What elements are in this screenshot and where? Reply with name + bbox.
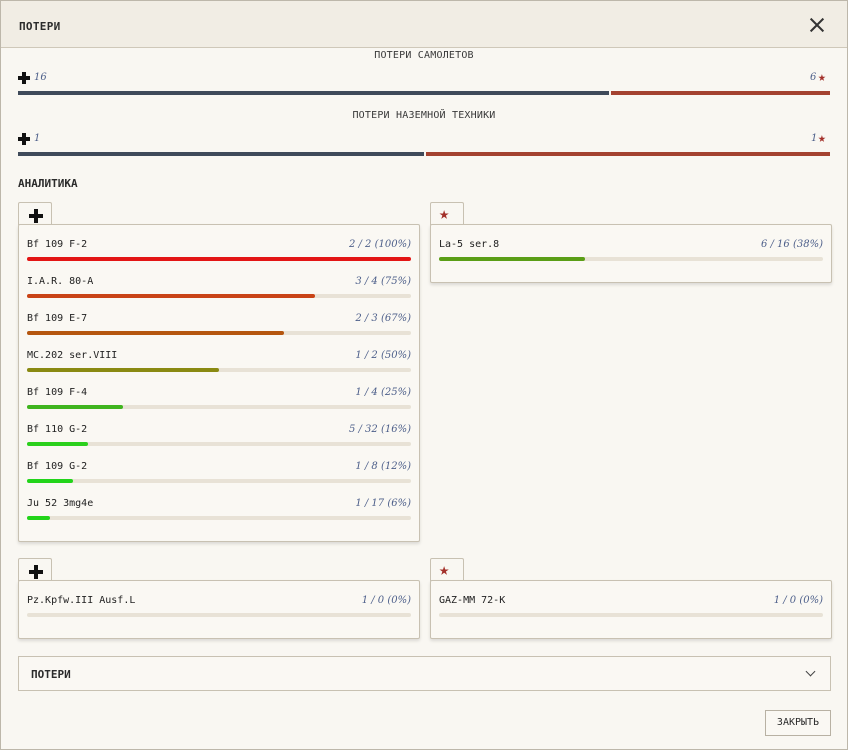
list-item: GAZ-MM 72-K 1 / 0 (0%) bbox=[439, 595, 823, 625]
accordion-label: ПОТЕРИ bbox=[31, 668, 71, 681]
progress-fill bbox=[27, 294, 315, 298]
vehicle-stat: 3 / 4 (75%) bbox=[355, 276, 411, 287]
tab-axis-ground[interactable] bbox=[18, 558, 52, 581]
allied-aircraft-loss-bar bbox=[611, 91, 830, 95]
allied-ground-loss-count: 1 bbox=[811, 133, 818, 144]
list-item: Pz.Kpfw.III Ausf.L 1 / 0 (0%) bbox=[27, 595, 411, 625]
progress-fill bbox=[27, 479, 74, 483]
progress-fill bbox=[439, 257, 585, 261]
progress-track bbox=[27, 442, 411, 446]
vehicle-name: Bf 109 F-4 bbox=[27, 387, 88, 398]
progress-fill bbox=[27, 331, 285, 335]
vehicle-stat: 6 / 16 (38%) bbox=[760, 239, 823, 250]
progress-track bbox=[27, 368, 411, 372]
dialog-title: ПОТЕРИ bbox=[19, 20, 61, 33]
vehicle-name: La-5 ser.8 bbox=[439, 239, 500, 250]
progress-track bbox=[27, 479, 411, 483]
vehicle-stat: 2 / 2 (100%) bbox=[348, 239, 411, 250]
progress-track bbox=[439, 613, 823, 617]
allied-aircraft-loss-count: 6 bbox=[810, 72, 817, 83]
list-item: Ju 52 3mg4e 1 / 17 (6%) bbox=[27, 498, 411, 528]
axis-aircraft-loss-bar bbox=[18, 91, 609, 95]
progress-fill bbox=[27, 257, 411, 261]
progress-fill bbox=[27, 442, 89, 446]
ground-losses-caption: ПОТЕРИ НАЗЕМНОЙ ТЕХНИКИ bbox=[352, 110, 496, 121]
vehicle-name: Bf 109 F-2 bbox=[27, 239, 88, 250]
progress-track bbox=[27, 294, 411, 298]
axis-aircraft-loss-count: 16 bbox=[34, 72, 47, 83]
axis-aircraft-panel: Bf 109 F-2 2 / 2 (100%) I.A.R. 80-A 3 / 4 (… bbox=[18, 224, 420, 542]
star-icon: ★ bbox=[818, 131, 826, 146]
axis-ground-loss-bar bbox=[18, 152, 424, 156]
progress-track bbox=[439, 257, 823, 261]
list-item: Bf 109 F-2 2 / 2 (100%) bbox=[27, 239, 411, 269]
axis-cross-icon bbox=[18, 72, 30, 84]
axis-ground-panel: Pz.Kpfw.III Ausf.L 1 / 0 (0%) bbox=[18, 580, 420, 639]
allied-aircraft-panel: La-5 ser.8 6 / 16 (38%) bbox=[430, 224, 832, 283]
vehicle-name: Bf 109 G-2 bbox=[27, 461, 88, 472]
progress-track bbox=[27, 516, 411, 520]
vehicle-name: Pz.Kpfw.III Ausf.L bbox=[27, 595, 136, 606]
progress-track bbox=[27, 405, 411, 409]
star-icon: ★ bbox=[439, 560, 450, 580]
axis-cross-icon bbox=[29, 209, 43, 223]
list-item: MC.202 ser.VIII 1 / 2 (50%) bbox=[27, 350, 411, 380]
progress-track bbox=[27, 331, 411, 335]
vehicle-stat: 5 / 32 (16%) bbox=[348, 424, 411, 435]
list-item: Bf 110 G-2 5 / 32 (16%) bbox=[27, 424, 411, 454]
vehicle-name: GAZ-MM 72-K bbox=[439, 595, 506, 606]
progress-track bbox=[27, 613, 411, 617]
list-item: I.A.R. 80-A 3 / 4 (75%) bbox=[27, 276, 411, 306]
vehicle-stat: 1 / 0 (0%) bbox=[773, 595, 823, 606]
vehicle-name: Bf 110 G-2 bbox=[27, 424, 88, 435]
vehicle-stat: 1 / 17 (6%) bbox=[355, 498, 411, 509]
axis-ground-loss-count: 1 bbox=[34, 133, 41, 144]
vehicle-name: I.A.R. 80-A bbox=[27, 276, 94, 287]
axis-cross-icon bbox=[18, 133, 30, 145]
dialog-titlebar: ПОТЕРИ bbox=[1, 1, 847, 48]
close-button[interactable]: ЗАКРЫТЬ bbox=[765, 710, 831, 736]
analytics-title: АНАЛИТИКА bbox=[18, 177, 78, 190]
axis-cross-icon bbox=[29, 565, 43, 579]
star-icon: ★ bbox=[439, 204, 450, 224]
list-item: Bf 109 E-7 2 / 3 (67%) bbox=[27, 313, 411, 343]
tab-allied-ground[interactable]: ★ bbox=[430, 558, 464, 581]
aircraft-losses-caption: ПОТЕРИ САМОЛЕТОВ bbox=[374, 50, 474, 61]
progress-fill bbox=[27, 368, 219, 372]
vehicle-stat: 1 / 8 (12%) bbox=[355, 461, 411, 472]
progress-fill bbox=[27, 516, 51, 520]
progress-fill bbox=[27, 405, 123, 409]
list-item: Bf 109 F-4 1 / 4 (25%) bbox=[27, 387, 411, 417]
tab-axis-aircraft[interactable] bbox=[18, 202, 52, 225]
vehicle-name: Bf 109 E-7 bbox=[27, 313, 88, 324]
star-icon: ★ bbox=[818, 70, 826, 85]
list-item: La-5 ser.8 6 / 16 (38%) bbox=[439, 239, 823, 269]
tab-allied-aircraft[interactable]: ★ bbox=[430, 202, 464, 225]
allied-ground-panel: GAZ-MM 72-K 1 / 0 (0%) bbox=[430, 580, 832, 639]
close-icon[interactable] bbox=[807, 15, 827, 35]
progress-track bbox=[27, 257, 411, 261]
list-item: Bf 109 G-2 1 / 8 (12%) bbox=[27, 461, 411, 491]
losses-accordion[interactable]: ПОТЕРИ bbox=[18, 656, 831, 691]
vehicle-name: Ju 52 3mg4e bbox=[27, 498, 94, 509]
vehicle-stat: 1 / 2 (50%) bbox=[355, 350, 411, 361]
vehicle-stat: 1 / 4 (25%) bbox=[355, 387, 411, 398]
vehicle-name: MC.202 ser.VIII bbox=[27, 350, 118, 361]
vehicle-stat: 2 / 3 (67%) bbox=[355, 313, 411, 324]
allied-ground-loss-bar bbox=[426, 152, 830, 156]
vehicle-stat: 1 / 0 (0%) bbox=[361, 595, 411, 606]
chevron-down-icon bbox=[805, 666, 816, 677]
